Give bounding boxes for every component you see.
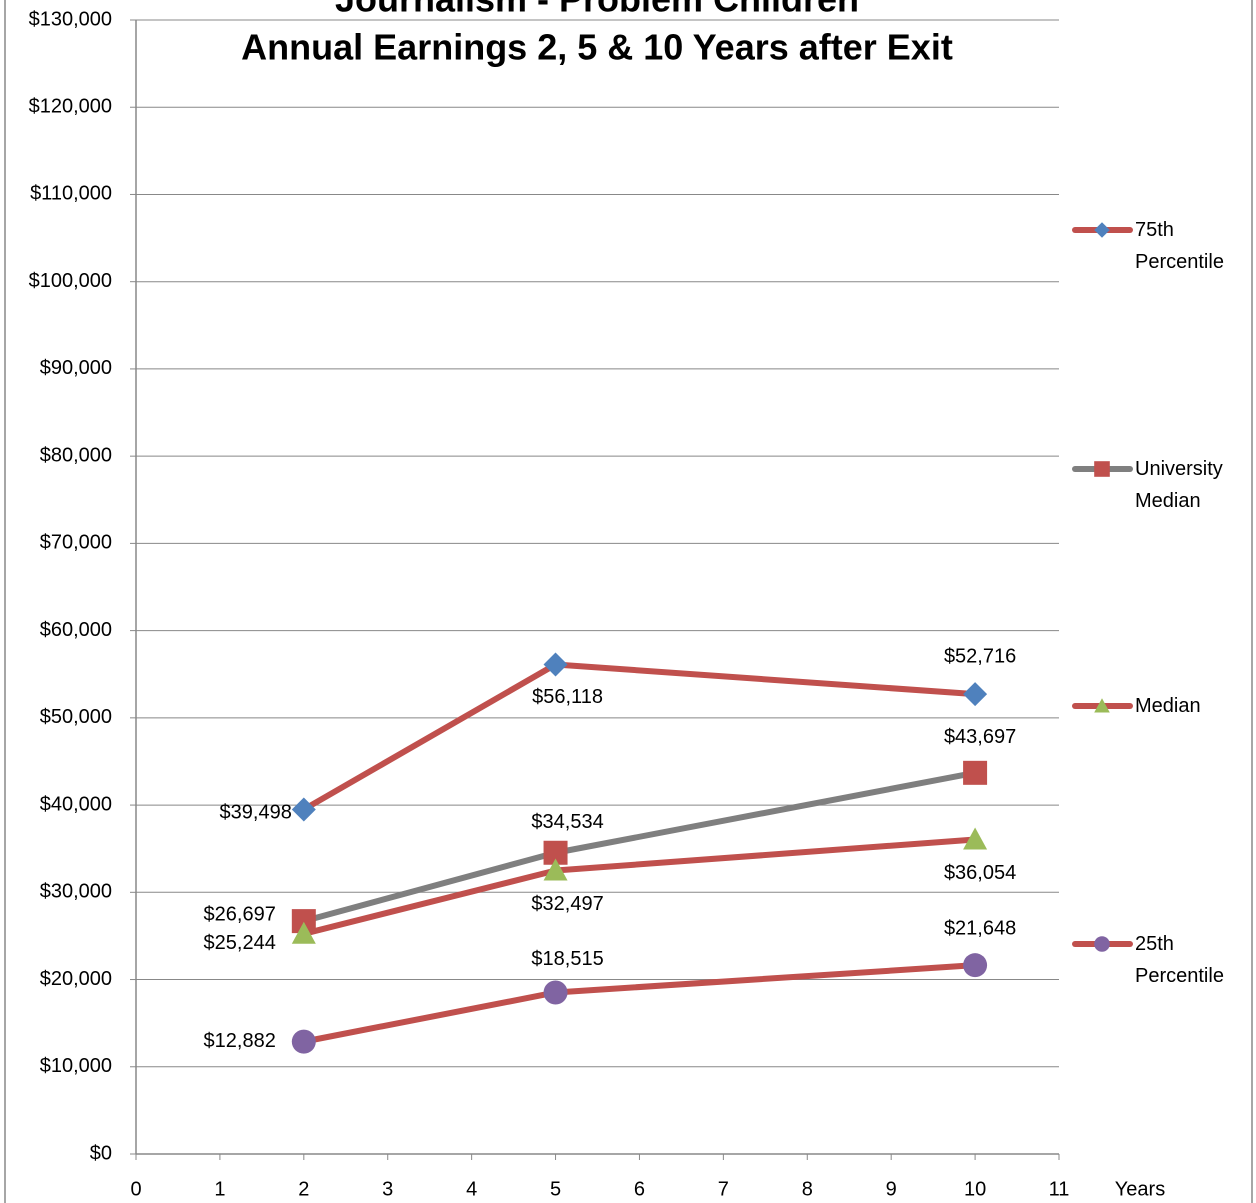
- data-point: [963, 760, 988, 785]
- data-point: [543, 858, 568, 881]
- data-label: $34,534: [531, 811, 603, 833]
- x-tick-label: 9: [886, 1178, 897, 1200]
- y-tick-label: $0: [90, 1142, 112, 1164]
- y-tick-label: $80,000: [40, 444, 112, 466]
- data-point: [543, 652, 568, 677]
- data-label: $52,716: [944, 645, 1016, 667]
- legend-label: Median: [1135, 695, 1201, 717]
- legend-marker: [1094, 222, 1110, 238]
- legend-marker: [1094, 936, 1110, 952]
- data-label: $56,118: [532, 686, 603, 708]
- line-series: [303, 962, 976, 1045]
- data-point: [963, 682, 988, 707]
- line-series: [303, 836, 976, 937]
- x-tick-label: 5: [550, 1178, 561, 1200]
- data-label: $43,697: [944, 726, 1016, 748]
- chart-title: Annual Earnings 2, 5 & 10 Years after Ex…: [241, 27, 953, 68]
- data-label: $26,697: [204, 903, 276, 925]
- x-tick-label: 2: [298, 1178, 309, 1200]
- y-tick-label: $120,000: [29, 96, 112, 118]
- legend-label: University Median: [1135, 458, 1223, 512]
- data-label: $25,244: [204, 932, 276, 954]
- y-tick-label: $90,000: [40, 357, 112, 379]
- chart-title: Journalism - Problem Children: [335, 0, 859, 20]
- data-point: [963, 953, 988, 978]
- y-tick-label: $70,000: [40, 532, 112, 554]
- x-tick-label: 11: [1049, 1178, 1070, 1200]
- y-tick-label: $100,000: [29, 270, 112, 292]
- data-label: $18,515: [531, 948, 603, 970]
- legend-marker: [1094, 461, 1110, 477]
- data-label: $21,648: [944, 917, 1016, 939]
- x-tick-label: 7: [718, 1178, 729, 1200]
- data-point: [543, 980, 568, 1005]
- y-tick-label: $20,000: [40, 968, 112, 990]
- data-point: [291, 921, 316, 944]
- y-tick-label: $40,000: [40, 793, 112, 815]
- legend-marker: [1094, 698, 1110, 713]
- y-tick-label: $50,000: [40, 706, 112, 728]
- line-series: [302, 661, 976, 813]
- legend-label: 75th Percentile: [1135, 219, 1224, 273]
- x-tick-label: 0: [130, 1178, 141, 1200]
- chart-border: [4, 0, 1253, 1203]
- data-point: [291, 797, 316, 822]
- data-label: $39,498: [220, 802, 292, 824]
- x-tick-label: 4: [466, 1178, 477, 1200]
- data-point: [963, 827, 988, 850]
- x-axis-label: Years: [1115, 1178, 1165, 1200]
- y-tick-label: $30,000: [40, 881, 112, 903]
- data-label: $36,054: [944, 862, 1016, 884]
- x-tick-label: 10: [964, 1178, 986, 1200]
- x-tick-label: 1: [214, 1178, 225, 1200]
- data-point: [291, 1029, 316, 1054]
- legend-label: 25th Percentile: [1135, 933, 1224, 987]
- y-tick-label: $60,000: [40, 619, 112, 641]
- data-label: $32,497: [531, 893, 603, 915]
- x-tick-label: 6: [634, 1178, 645, 1200]
- data-label: $12,882: [204, 1030, 276, 1052]
- y-tick-label: $110,000: [30, 183, 112, 205]
- y-tick-label: $10,000: [40, 1055, 112, 1077]
- y-tick-label: $130,000: [29, 8, 112, 30]
- x-tick-label: 8: [802, 1178, 813, 1200]
- x-tick-label: 3: [382, 1178, 393, 1200]
